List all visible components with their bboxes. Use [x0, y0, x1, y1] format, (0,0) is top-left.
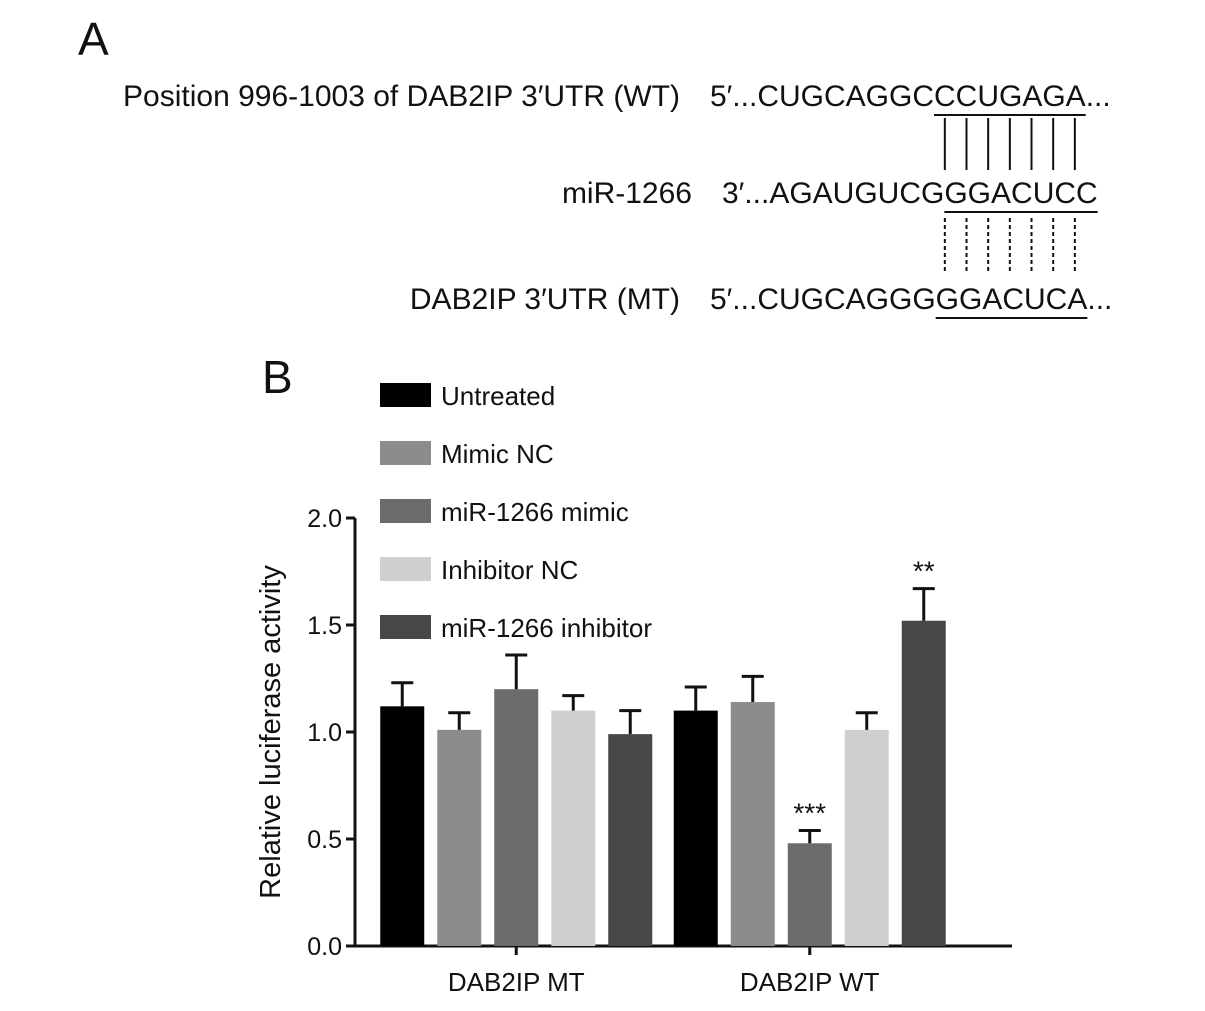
sequence: 5′...CUGCAGGCCCUGAGA... — [710, 80, 1111, 113]
significance-label: *** — [793, 797, 826, 828]
legend-label: Mimic NC — [441, 439, 554, 469]
y-tick-label: 1.5 — [307, 612, 342, 640]
bar — [730, 702, 775, 946]
bar — [551, 710, 596, 946]
y-tick-label: 2.0 — [307, 505, 342, 533]
sequence-site: CCUGAGA — [934, 80, 1086, 113]
bar — [901, 620, 946, 946]
sequence: 5′...CUGCAGGGGGACUCA... — [710, 283, 1112, 316]
significance-label: ** — [913, 556, 935, 587]
legend-swatch — [380, 383, 431, 407]
sequence: 3′...AGAUGUCGGGACUCC — [722, 177, 1098, 210]
legend-swatch — [380, 499, 431, 523]
bar — [608, 734, 653, 946]
legend-swatch — [380, 615, 431, 639]
sequence-name: DAB2IP 3′UTR (MT) — [410, 283, 680, 316]
sequence-suffix: ... — [1086, 80, 1111, 113]
y-tick-label: 1.0 — [307, 719, 342, 747]
legend-label: Inhibitor NC — [441, 555, 578, 585]
x-tick-label: DAB2IP MT — [448, 967, 585, 997]
sequence-prefix: 5′...CUGCAGGC — [710, 80, 934, 113]
sequence-prefix: 5′...CUGCAGGG — [710, 283, 936, 316]
legend-label: miR-1266 inhibitor — [441, 613, 652, 643]
sequence-name: Position 996-1003 of DAB2IP 3′UTR (WT) — [123, 80, 680, 113]
legend-swatch — [380, 441, 431, 465]
legend-swatch — [380, 557, 431, 581]
y-tick-label: 0.5 — [307, 826, 342, 854]
sequence-site: GGACUCA — [936, 283, 1088, 316]
y-axis-label: Relative luciferase activity — [255, 565, 287, 899]
bar — [673, 710, 718, 946]
bar — [787, 843, 832, 946]
bar — [437, 729, 482, 946]
x-tick-label: DAB2IP WT — [740, 967, 880, 997]
panel-label: A — [78, 13, 109, 65]
legend-label: miR-1266 mimic — [441, 497, 629, 527]
y-tick-label: 0.0 — [307, 933, 342, 961]
sequence-suffix: ... — [1087, 283, 1112, 316]
panel-label: B — [262, 351, 293, 403]
bar — [494, 689, 539, 946]
legend-label: Untreated — [441, 381, 555, 411]
sequence-site: GGACUCC — [944, 177, 1097, 210]
sequence-prefix: 3′...AGAUGUCG — [722, 177, 944, 210]
sequence-name: miR-1266 — [562, 177, 692, 210]
bar — [844, 729, 889, 946]
bar — [380, 706, 425, 946]
